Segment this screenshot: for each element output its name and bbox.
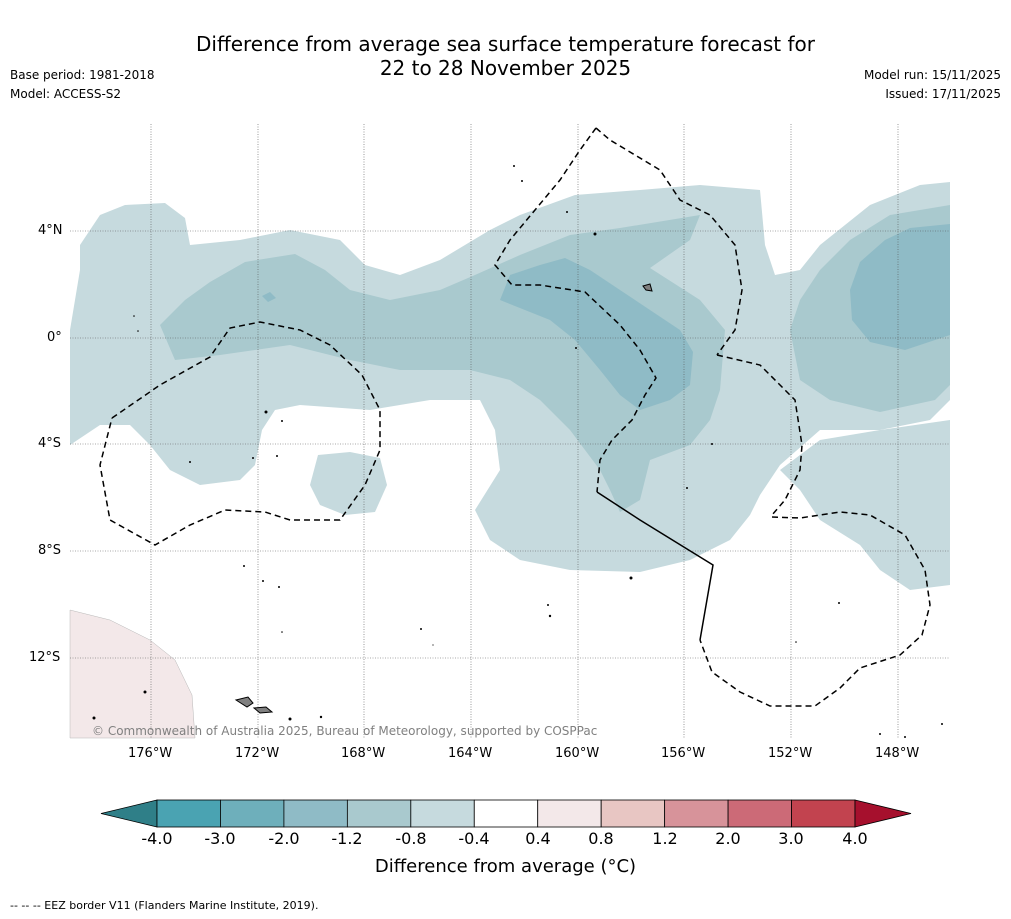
lon-label-160w: 160°W	[555, 746, 600, 761]
graticule	[70, 124, 950, 738]
lon-label-172w: 172°W	[235, 746, 280, 761]
lon-label-168w: 168°W	[341, 746, 386, 761]
colorbar-bin	[283, 799, 348, 828]
eez-border-solid	[596, 491, 714, 641]
cbar-tick: 3.0	[778, 829, 804, 848]
colorbar-bin	[410, 799, 475, 828]
island-upolu	[252, 706, 274, 714]
colorbar	[100, 799, 912, 828]
anomaly-region-light-small	[310, 452, 387, 515]
colorbar-label: Difference from average (°C)	[374, 856, 637, 877]
cbar-tick: -0.8	[395, 829, 427, 848]
colorbar-bin	[664, 799, 729, 828]
cbar-tick: -1.2	[331, 829, 363, 848]
eez-footnote: -- -- -- EEZ border V11 (Flanders Marine…	[10, 899, 319, 912]
lat-label-12s: 12°S	[29, 650, 61, 665]
title-line-2: 22 to 28 November 2025	[379, 56, 632, 80]
colorbar-bin	[600, 799, 666, 828]
lon-label-176w: 176°W	[128, 746, 173, 761]
lat-label-4s: 4°S	[38, 436, 62, 451]
colorbar-bin	[346, 799, 412, 828]
cbar-tick: 0.4	[525, 829, 551, 848]
lat-label-8s: 8°S	[38, 543, 62, 558]
colorbar-bin	[220, 799, 285, 828]
lon-label-152w: 152°W	[768, 746, 813, 761]
colorbar-bin	[473, 799, 539, 828]
meta-left: Base period: 1981-2018 Model: ACCESS-S2	[10, 66, 155, 104]
cbar-tick: 2.0	[715, 829, 741, 848]
cbar-tick: -2.0	[268, 829, 300, 848]
island-savaii	[234, 696, 254, 708]
copyright-notice: © Commonwealth of Australia 2025, Bureau…	[92, 724, 598, 738]
cbar-tick: -0.4	[458, 829, 490, 848]
title-line-1: Difference from average sea surface temp…	[195, 32, 815, 56]
lon-label-164w: 164°W	[448, 746, 493, 761]
colorbar-bin	[156, 799, 221, 828]
base-period: Base period: 1981-2018	[10, 68, 155, 82]
colorbar-extend-high	[854, 799, 912, 828]
meta-right: Model run: 15/11/2025 Issued: 17/11/2025	[864, 66, 1001, 104]
anomaly-region-warm	[69, 609, 196, 739]
model-name: Model: ACCESS-S2	[10, 87, 122, 101]
cbar-tick: 0.8	[588, 829, 614, 848]
model-run: Model run: 15/11/2025	[863, 68, 1001, 82]
issued-date: Issued: 17/11/2025	[885, 87, 1001, 101]
cbar-tick: -4.0	[141, 829, 173, 848]
colorbar-bin	[791, 799, 856, 828]
cbar-tick: 1.2	[652, 829, 678, 848]
anomaly-region-strong	[500, 258, 693, 410]
lon-label-156w: 156°W	[661, 746, 706, 761]
colorbar-bin	[727, 799, 792, 828]
anomaly-region-light-south	[780, 420, 950, 590]
anomaly-region-strong-spot	[262, 292, 276, 302]
colorbar-bin	[537, 799, 602, 828]
anomaly-region-strong-east	[850, 224, 950, 350]
islands	[234, 283, 653, 714]
atolls	[92, 165, 943, 738]
page-title: Difference from average sea surface temp…	[0, 32, 1011, 80]
cbar-tick: -3.0	[204, 829, 236, 848]
lat-label-4n: 4°N	[38, 223, 63, 238]
cbar-tick: 4.0	[842, 829, 868, 848]
eez-borders	[99, 127, 931, 707]
lat-label-0: 0°	[47, 330, 62, 345]
island-kiritimati	[642, 283, 653, 292]
lon-label-148w: 148°W	[875, 746, 920, 761]
colorbar-extend-low	[100, 799, 158, 828]
